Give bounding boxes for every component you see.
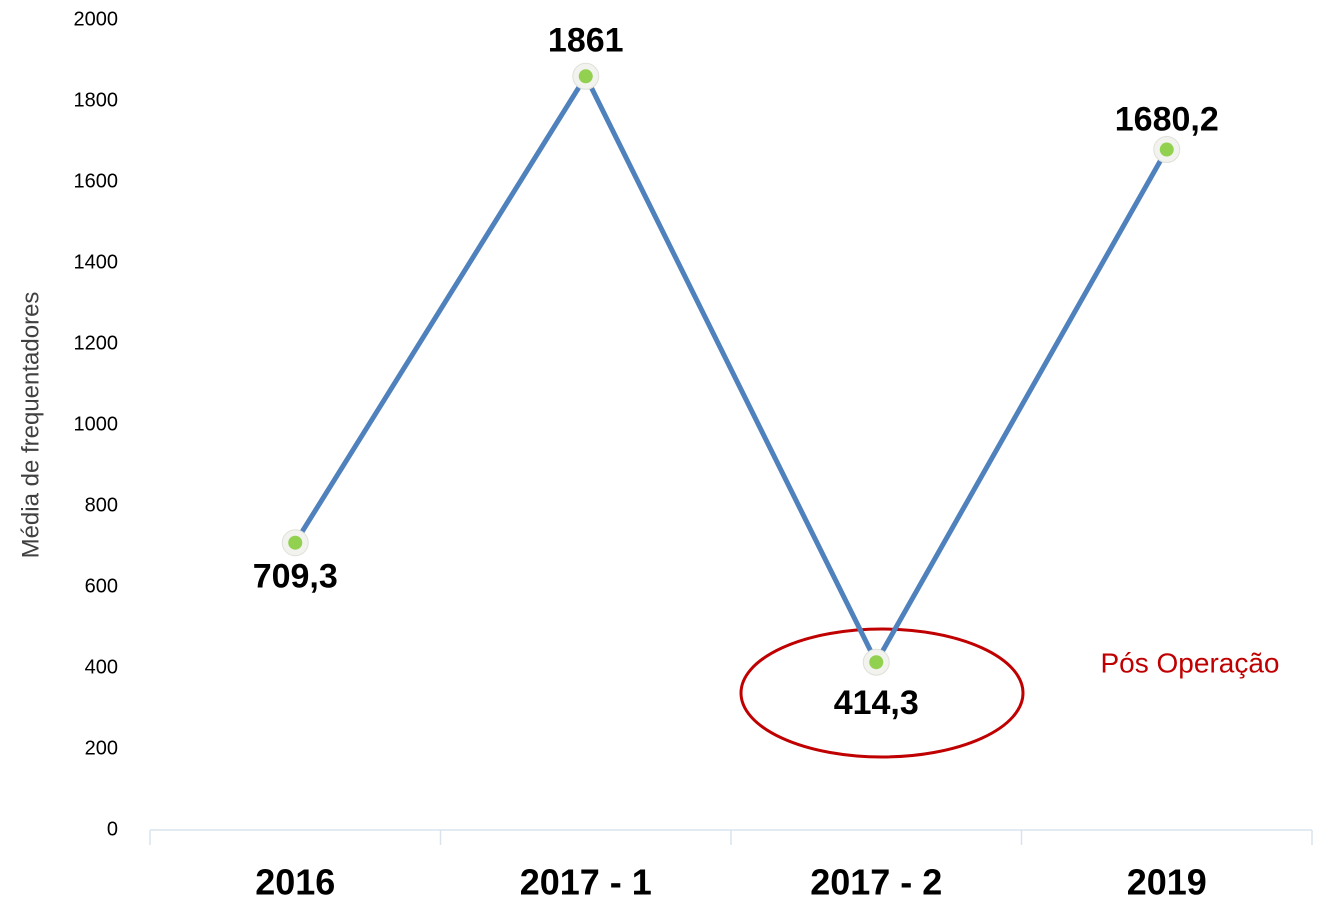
y-tick-label: 0 xyxy=(107,818,118,840)
line xyxy=(293,73,1169,665)
y-tick-label: 600 xyxy=(85,575,118,597)
marker xyxy=(1159,142,1174,157)
y-axis-title: Média de frequentadores xyxy=(17,292,44,559)
marker xyxy=(869,655,884,670)
annotation: Pós Operação xyxy=(1101,647,1280,678)
y-tick-label: 1600 xyxy=(74,170,119,192)
data-label: 414,3 xyxy=(834,684,919,722)
y-tick-label: 1400 xyxy=(74,251,119,273)
y-tick-label: 2000 xyxy=(74,8,119,30)
y-tick-label: 1800 xyxy=(74,89,119,111)
data-label: 1861 xyxy=(548,21,624,59)
x-tick-label: 2017 - 2 xyxy=(810,862,942,903)
highlight-ellipse xyxy=(739,627,1025,759)
marker xyxy=(578,69,593,84)
x-tick-label: 2016 xyxy=(255,862,335,903)
x-tick-label: 2017 - 1 xyxy=(520,862,652,903)
y-tick-label: 1000 xyxy=(74,413,119,435)
y-tick-label: 200 xyxy=(85,737,118,759)
y-tick-label: 1200 xyxy=(74,332,119,354)
data-label: 709,3 xyxy=(253,558,338,596)
y-tick-label: 800 xyxy=(85,494,118,516)
data-label: 1680,2 xyxy=(1115,101,1219,139)
y-tick-label: 400 xyxy=(85,656,118,678)
x-tick-label: 2019 xyxy=(1127,862,1207,903)
marker xyxy=(288,535,303,550)
